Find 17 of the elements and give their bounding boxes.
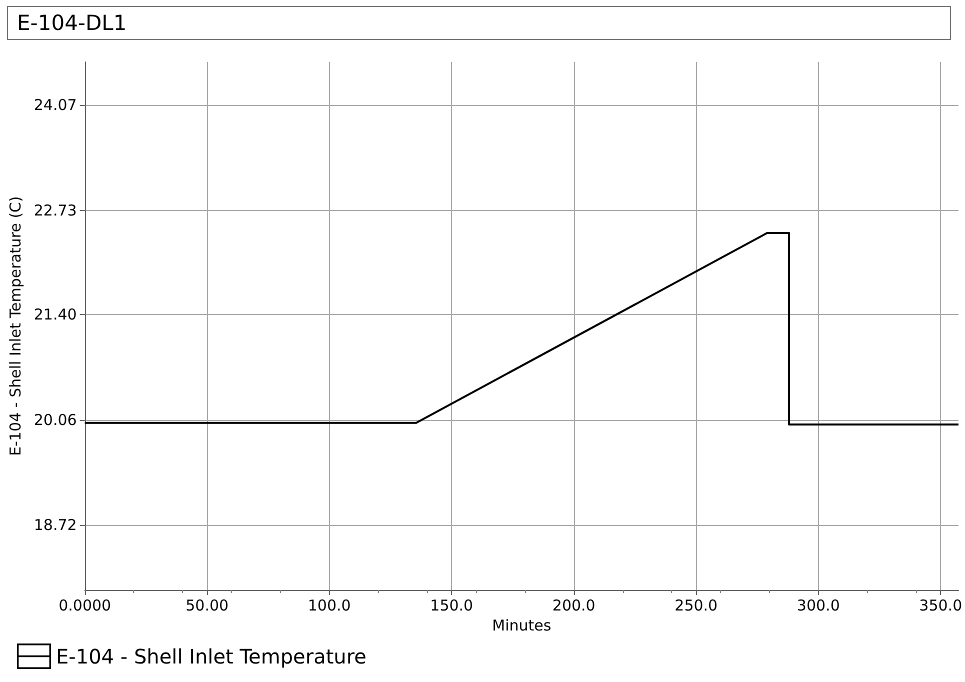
x-tick-label: 0.0000	[58, 596, 112, 614]
x-tick-label: 250.0	[674, 596, 718, 614]
y-tick-label: 24.07	[34, 96, 77, 114]
x-tick-label: 100.0	[308, 596, 351, 614]
x-tick-label: 150.0	[430, 596, 474, 614]
legend-label: E-104 - Shell Inlet Temperature	[56, 644, 366, 668]
y-tick-label: 20.06	[34, 410, 77, 429]
x-tick-label: 350.0	[919, 596, 962, 614]
y-tick-label: 21.40	[34, 306, 77, 324]
x-tick-label: 300.0	[796, 596, 840, 614]
y-tick-label: 22.73	[34, 201, 77, 220]
x-tick-label: 200.0	[552, 596, 596, 614]
y-axis-title: E-104 - Shell Inlet Temperature (C)	[6, 196, 24, 456]
y-tick-label: 18.72	[34, 516, 77, 534]
chart-title: E-104-DL1	[7, 6, 951, 40]
x-axis-title: Minutes	[492, 616, 552, 634]
x-tick-label: 50.00	[186, 596, 229, 614]
